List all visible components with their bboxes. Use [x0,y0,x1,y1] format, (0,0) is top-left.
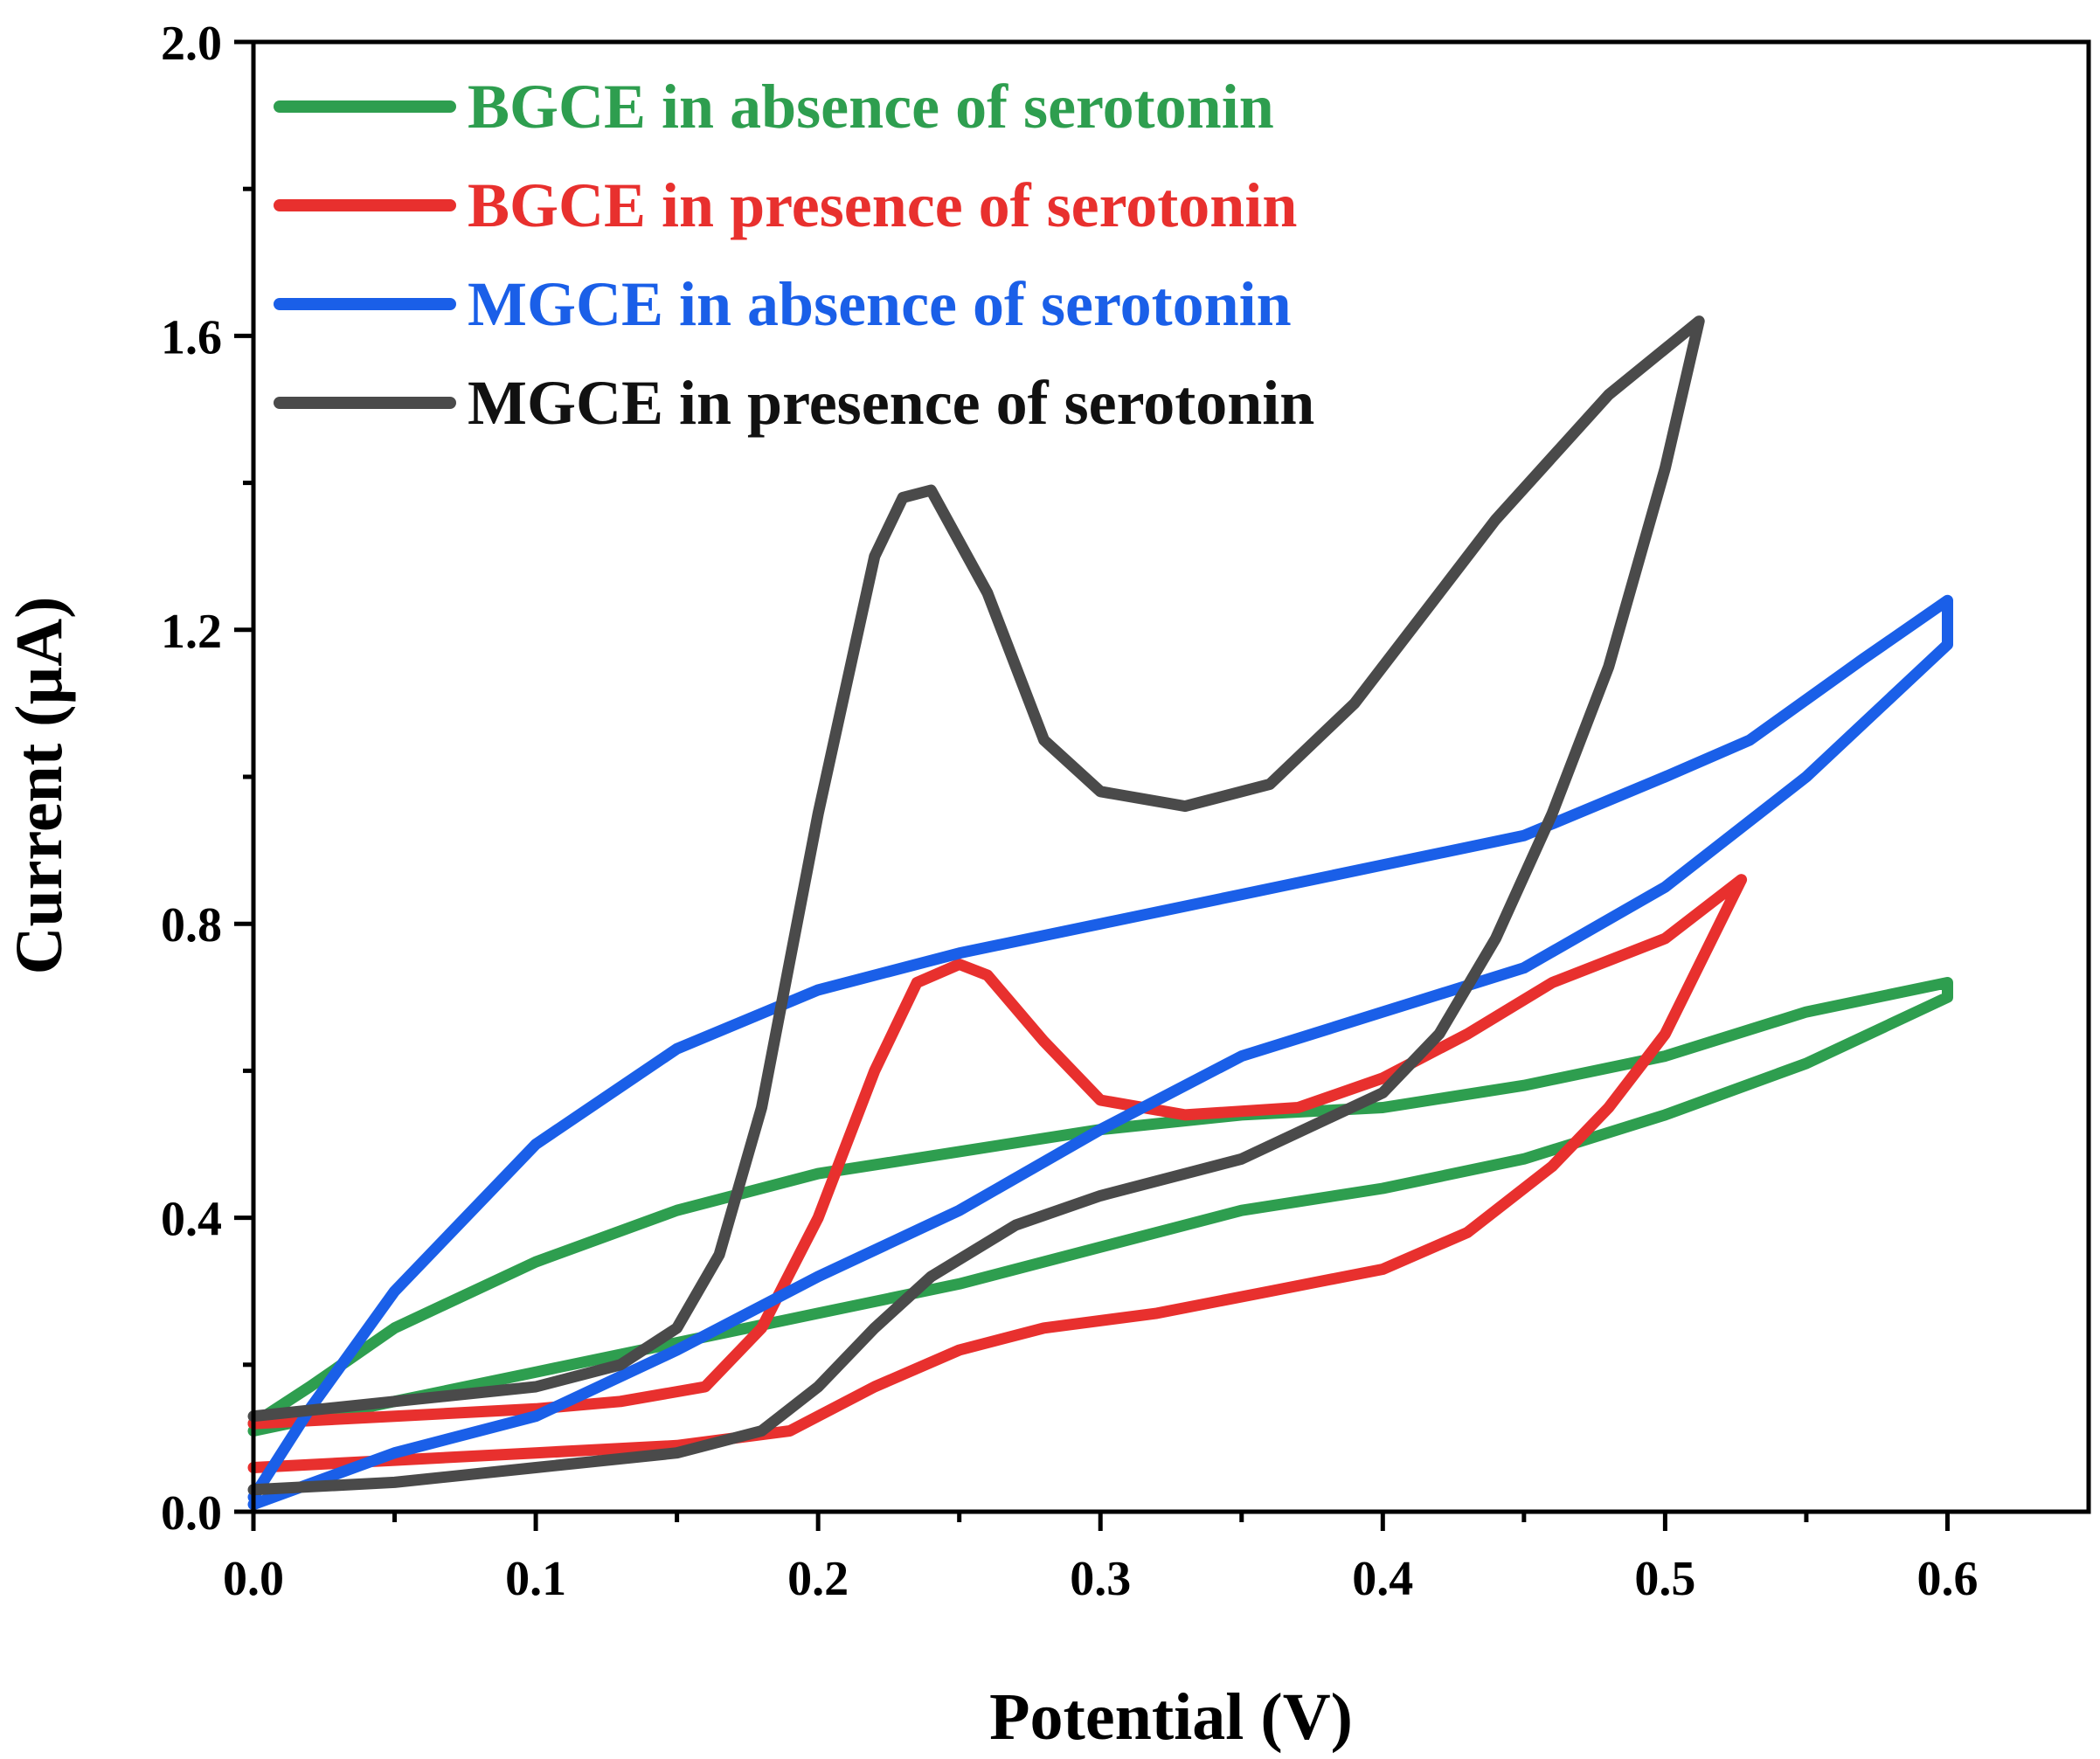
ticks-layer: 0.0 0.1 0.2 0.3 0.4 0.5 0.6 0.0 0.4 0.8 1.2 1.6 2.0 [161,17,1978,1606]
curves-layer [247,315,1953,1511]
y-tick-label: 0.8 [161,898,222,952]
x-tick-label: 0.0 [223,1552,284,1606]
y-tick-label: 0.0 [161,1486,222,1541]
legend: BGCE in absence of serotonin BGCE in pres… [274,72,1314,438]
y-axis-title: Current (µA) [3,597,76,975]
x-tick-label: 0.4 [1352,1552,1413,1606]
legend-label-2: BGCE in presence of serotonin [468,170,1297,240]
x-tick-label: 0.5 [1634,1552,1695,1606]
series-line-2 [247,874,1748,1473]
legend-label-4: MGCE in presence of serotonin [468,368,1314,438]
x-tick-label: 0.3 [1070,1552,1131,1606]
y-tick-label: 2.0 [161,17,222,71]
legend-label-3: MGCE in absence of serotonin [468,269,1292,339]
series-line-4 [247,315,1705,1496]
series-line-1 [247,977,1953,1437]
legend-label-1: BGCE in absence of serotonin [468,72,1274,142]
x-tick-label: 0.1 [505,1552,566,1606]
x-axis-title: Potential (V) [989,1680,1353,1754]
series-line-3 [247,594,1953,1511]
y-tick-label: 1.2 [161,605,222,659]
x-tick-label: 0.2 [787,1552,849,1606]
y-tick-label: 1.6 [161,310,222,364]
y-tick-label: 0.4 [161,1193,222,1247]
x-tick-label: 0.6 [1916,1552,1978,1606]
